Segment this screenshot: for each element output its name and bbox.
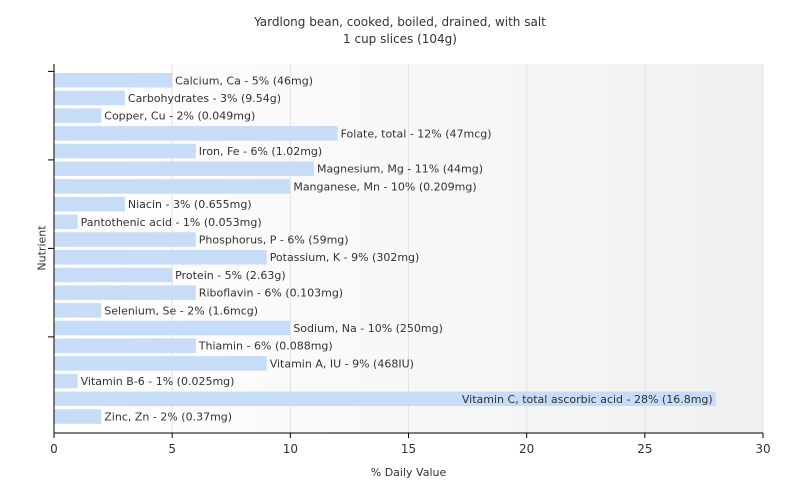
bar-data-label: Vitamin B-6 - 1% (0.025mg) bbox=[81, 375, 235, 388]
bar-data-label: Riboflavin - 6% (0.103mg) bbox=[199, 287, 343, 300]
bar-data-label: Vitamin C, total ascorbic acid - 28% (16… bbox=[462, 393, 713, 406]
bar bbox=[54, 320, 291, 336]
bar bbox=[54, 373, 78, 389]
bar bbox=[54, 338, 196, 353]
bar bbox=[54, 391, 716, 407]
bar-data-label: Niacin - 3% (0.655mg) bbox=[128, 198, 252, 211]
bar-data-label: Copper, Cu - 2% (0.049mg) bbox=[104, 110, 255, 123]
bar bbox=[54, 90, 125, 106]
bar-data-label: Manganese, Mn - 10% (0.209mg) bbox=[293, 180, 476, 193]
x-tick-label: 30 bbox=[755, 442, 770, 456]
bar-data-label: Carbohydrates - 3% (9.54g) bbox=[128, 92, 281, 105]
bar-data-label: Protein - 5% (2.63g) bbox=[175, 269, 286, 282]
bar bbox=[54, 108, 102, 123]
bar-data-label: Thiamin - 6% (0.088mg) bbox=[198, 340, 333, 353]
bar-data-label: Zinc, Zn - 2% (0.37mg) bbox=[104, 411, 232, 424]
chart-subtitle: 1 cup slices (104g) bbox=[343, 32, 457, 46]
bar bbox=[54, 267, 173, 283]
x-tick-label: 5 bbox=[168, 442, 176, 456]
bar-data-label: Folate, total - 12% (47mcg) bbox=[341, 127, 492, 140]
bar-data-label: Calcium, Ca - 5% (46mg) bbox=[175, 74, 313, 87]
bar bbox=[54, 232, 196, 247]
bar-data-label: Phosphorus, P - 6% (59mg) bbox=[199, 234, 349, 247]
bar-data-label: Potassium, K - 9% (302mg) bbox=[270, 251, 420, 264]
x-axis-label: % Daily Value bbox=[370, 466, 447, 479]
bar bbox=[54, 249, 267, 265]
bar bbox=[54, 285, 196, 300]
bar bbox=[54, 73, 173, 88]
bar-data-label: Sodium, Na - 10% (250mg) bbox=[293, 322, 443, 335]
bar bbox=[54, 214, 78, 230]
bar-data-label: Iron, Fe - 6% (1.02mg) bbox=[199, 145, 322, 158]
bar bbox=[54, 356, 267, 371]
bar-data-label: Vitamin A, IU - 9% (468IU) bbox=[270, 357, 414, 370]
bar bbox=[54, 303, 102, 318]
bar bbox=[54, 161, 314, 177]
bar bbox=[54, 179, 291, 194]
x-tick-label: 10 bbox=[283, 442, 298, 456]
y-axis-label: Nutrient bbox=[35, 225, 49, 271]
x-tick-label: 20 bbox=[519, 442, 534, 456]
x-tick-label: 25 bbox=[637, 442, 652, 456]
bar bbox=[54, 409, 102, 424]
x-tick-label: 0 bbox=[50, 442, 58, 456]
bar bbox=[54, 143, 196, 159]
x-tick-label: 15 bbox=[401, 442, 416, 456]
bar bbox=[54, 126, 338, 141]
bar-data-label: Selenium, Se - 2% (1.6mcg) bbox=[104, 304, 258, 317]
bar bbox=[54, 196, 125, 212]
bar-data-label: Magnesium, Mg - 11% (44mg) bbox=[317, 163, 483, 176]
chart-title: Yardlong bean, cooked, boiled, drained, … bbox=[254, 15, 546, 29]
bar-data-label: Pantothenic acid - 1% (0.053mg) bbox=[81, 216, 262, 229]
